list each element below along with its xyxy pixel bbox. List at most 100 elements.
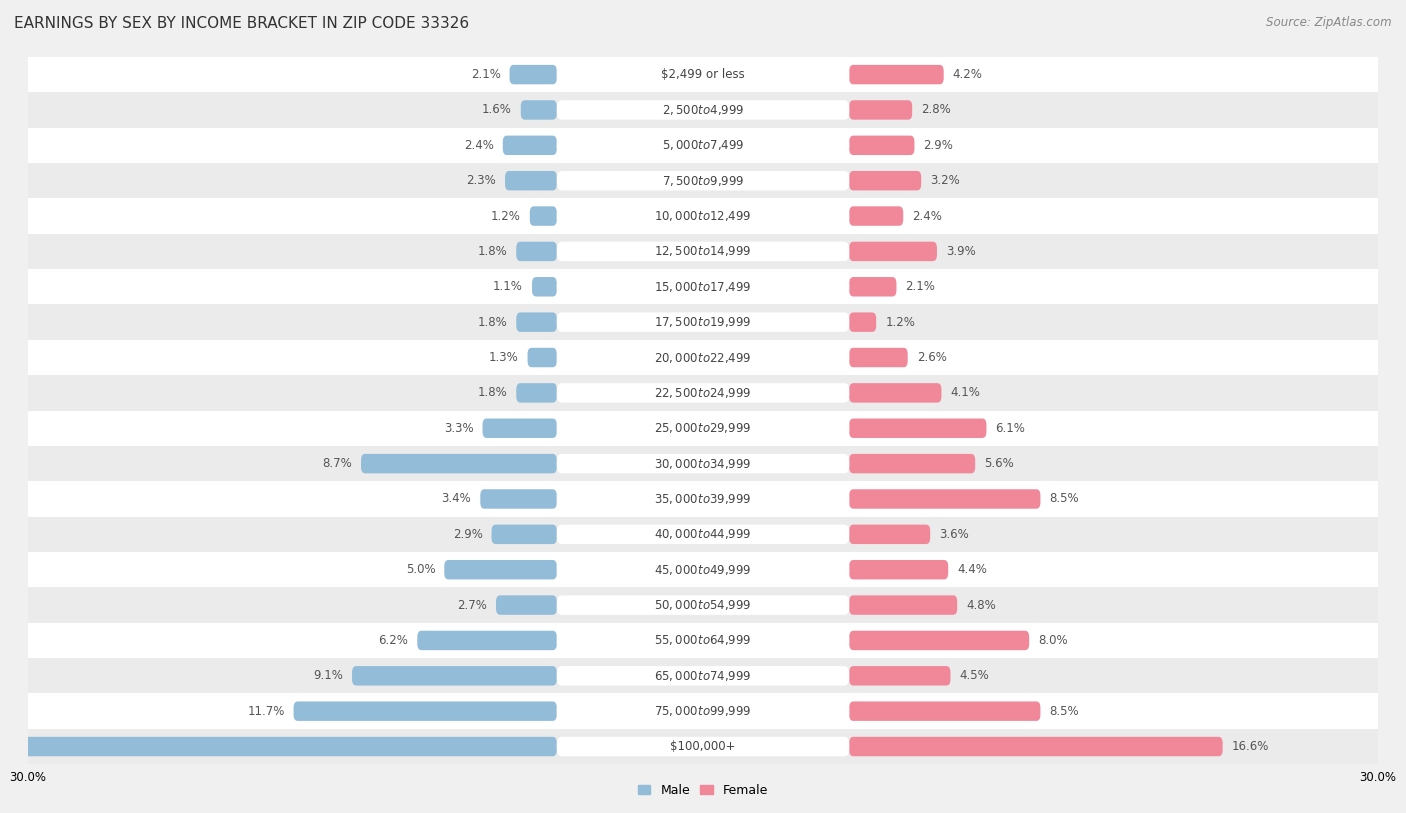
FancyBboxPatch shape bbox=[28, 729, 1378, 764]
Text: $45,000 to $49,999: $45,000 to $49,999 bbox=[654, 563, 752, 576]
FancyBboxPatch shape bbox=[28, 693, 1378, 729]
FancyBboxPatch shape bbox=[557, 277, 849, 297]
FancyBboxPatch shape bbox=[492, 524, 557, 544]
FancyBboxPatch shape bbox=[849, 666, 950, 685]
Text: 2.8%: 2.8% bbox=[921, 103, 950, 116]
FancyBboxPatch shape bbox=[557, 454, 849, 473]
FancyBboxPatch shape bbox=[849, 524, 931, 544]
FancyBboxPatch shape bbox=[28, 623, 1378, 659]
Text: $7,500 to $9,999: $7,500 to $9,999 bbox=[662, 174, 744, 188]
Text: 2.6%: 2.6% bbox=[917, 351, 946, 364]
FancyBboxPatch shape bbox=[849, 65, 943, 85]
Text: $20,000 to $22,499: $20,000 to $22,499 bbox=[654, 350, 752, 364]
Text: $2,499 or less: $2,499 or less bbox=[661, 68, 745, 81]
Text: 2.3%: 2.3% bbox=[467, 174, 496, 187]
FancyBboxPatch shape bbox=[294, 702, 557, 721]
FancyBboxPatch shape bbox=[496, 595, 557, 615]
Text: EARNINGS BY SEX BY INCOME BRACKET IN ZIP CODE 33326: EARNINGS BY SEX BY INCOME BRACKET IN ZIP… bbox=[14, 16, 470, 31]
Legend: Male, Female: Male, Female bbox=[638, 784, 768, 797]
FancyBboxPatch shape bbox=[530, 207, 557, 226]
FancyBboxPatch shape bbox=[28, 128, 1378, 163]
FancyBboxPatch shape bbox=[28, 92, 1378, 128]
Text: $65,000 to $74,999: $65,000 to $74,999 bbox=[654, 669, 752, 683]
FancyBboxPatch shape bbox=[849, 631, 1029, 650]
Text: 1.2%: 1.2% bbox=[491, 210, 520, 223]
Text: 1.1%: 1.1% bbox=[494, 280, 523, 293]
FancyBboxPatch shape bbox=[28, 163, 1378, 198]
FancyBboxPatch shape bbox=[28, 57, 1378, 92]
Text: 3.6%: 3.6% bbox=[939, 528, 969, 541]
FancyBboxPatch shape bbox=[557, 419, 849, 438]
FancyBboxPatch shape bbox=[28, 587, 1378, 623]
Text: 3.2%: 3.2% bbox=[931, 174, 960, 187]
Text: 8.5%: 8.5% bbox=[1049, 493, 1078, 506]
Text: $10,000 to $12,499: $10,000 to $12,499 bbox=[654, 209, 752, 223]
FancyBboxPatch shape bbox=[849, 737, 1223, 756]
FancyBboxPatch shape bbox=[28, 340, 1378, 375]
FancyBboxPatch shape bbox=[849, 136, 914, 155]
Text: $30,000 to $34,999: $30,000 to $34,999 bbox=[654, 457, 752, 471]
FancyBboxPatch shape bbox=[28, 198, 1378, 233]
FancyBboxPatch shape bbox=[516, 241, 557, 261]
FancyBboxPatch shape bbox=[28, 304, 1378, 340]
FancyBboxPatch shape bbox=[28, 375, 1378, 411]
FancyBboxPatch shape bbox=[28, 481, 1378, 517]
FancyBboxPatch shape bbox=[849, 454, 976, 473]
FancyBboxPatch shape bbox=[849, 241, 936, 261]
FancyBboxPatch shape bbox=[849, 560, 948, 580]
FancyBboxPatch shape bbox=[849, 702, 1040, 721]
FancyBboxPatch shape bbox=[482, 419, 557, 438]
FancyBboxPatch shape bbox=[516, 312, 557, 332]
Text: 6.2%: 6.2% bbox=[378, 634, 408, 647]
FancyBboxPatch shape bbox=[557, 595, 849, 615]
FancyBboxPatch shape bbox=[849, 595, 957, 615]
Text: 4.8%: 4.8% bbox=[966, 598, 995, 611]
FancyBboxPatch shape bbox=[28, 269, 1378, 304]
Text: 5.0%: 5.0% bbox=[406, 563, 436, 576]
FancyBboxPatch shape bbox=[557, 312, 849, 332]
Text: $22,500 to $24,999: $22,500 to $24,999 bbox=[654, 386, 752, 400]
FancyBboxPatch shape bbox=[28, 446, 1378, 481]
Text: $40,000 to $44,999: $40,000 to $44,999 bbox=[654, 528, 752, 541]
FancyBboxPatch shape bbox=[520, 100, 557, 120]
FancyBboxPatch shape bbox=[557, 737, 849, 756]
FancyBboxPatch shape bbox=[28, 659, 1378, 693]
FancyBboxPatch shape bbox=[849, 348, 908, 367]
FancyBboxPatch shape bbox=[0, 737, 557, 756]
FancyBboxPatch shape bbox=[557, 489, 849, 509]
FancyBboxPatch shape bbox=[557, 171, 849, 190]
Text: 8.7%: 8.7% bbox=[322, 457, 352, 470]
Text: 8.5%: 8.5% bbox=[1049, 705, 1078, 718]
FancyBboxPatch shape bbox=[849, 277, 897, 297]
FancyBboxPatch shape bbox=[28, 552, 1378, 587]
Text: 3.4%: 3.4% bbox=[441, 493, 471, 506]
Text: 2.1%: 2.1% bbox=[905, 280, 935, 293]
Text: 5.6%: 5.6% bbox=[984, 457, 1014, 470]
Text: 1.8%: 1.8% bbox=[478, 245, 508, 258]
FancyBboxPatch shape bbox=[557, 631, 849, 650]
FancyBboxPatch shape bbox=[505, 171, 557, 190]
FancyBboxPatch shape bbox=[28, 411, 1378, 446]
Text: $5,000 to $7,499: $5,000 to $7,499 bbox=[662, 138, 744, 152]
Text: 3.9%: 3.9% bbox=[946, 245, 976, 258]
Text: 4.1%: 4.1% bbox=[950, 386, 980, 399]
FancyBboxPatch shape bbox=[557, 383, 849, 402]
Text: 3.3%: 3.3% bbox=[444, 422, 474, 435]
FancyBboxPatch shape bbox=[849, 207, 903, 226]
FancyBboxPatch shape bbox=[509, 65, 557, 85]
FancyBboxPatch shape bbox=[849, 100, 912, 120]
Text: 2.9%: 2.9% bbox=[924, 139, 953, 152]
Text: 11.7%: 11.7% bbox=[247, 705, 284, 718]
FancyBboxPatch shape bbox=[557, 65, 849, 85]
FancyBboxPatch shape bbox=[557, 702, 849, 721]
FancyBboxPatch shape bbox=[361, 454, 557, 473]
FancyBboxPatch shape bbox=[557, 136, 849, 155]
FancyBboxPatch shape bbox=[557, 207, 849, 226]
FancyBboxPatch shape bbox=[418, 631, 557, 650]
Text: 1.6%: 1.6% bbox=[482, 103, 512, 116]
Text: 2.7%: 2.7% bbox=[457, 598, 486, 611]
FancyBboxPatch shape bbox=[849, 383, 942, 402]
Text: 2.4%: 2.4% bbox=[912, 210, 942, 223]
Text: $17,500 to $19,999: $17,500 to $19,999 bbox=[654, 315, 752, 329]
Text: Source: ZipAtlas.com: Source: ZipAtlas.com bbox=[1267, 16, 1392, 29]
